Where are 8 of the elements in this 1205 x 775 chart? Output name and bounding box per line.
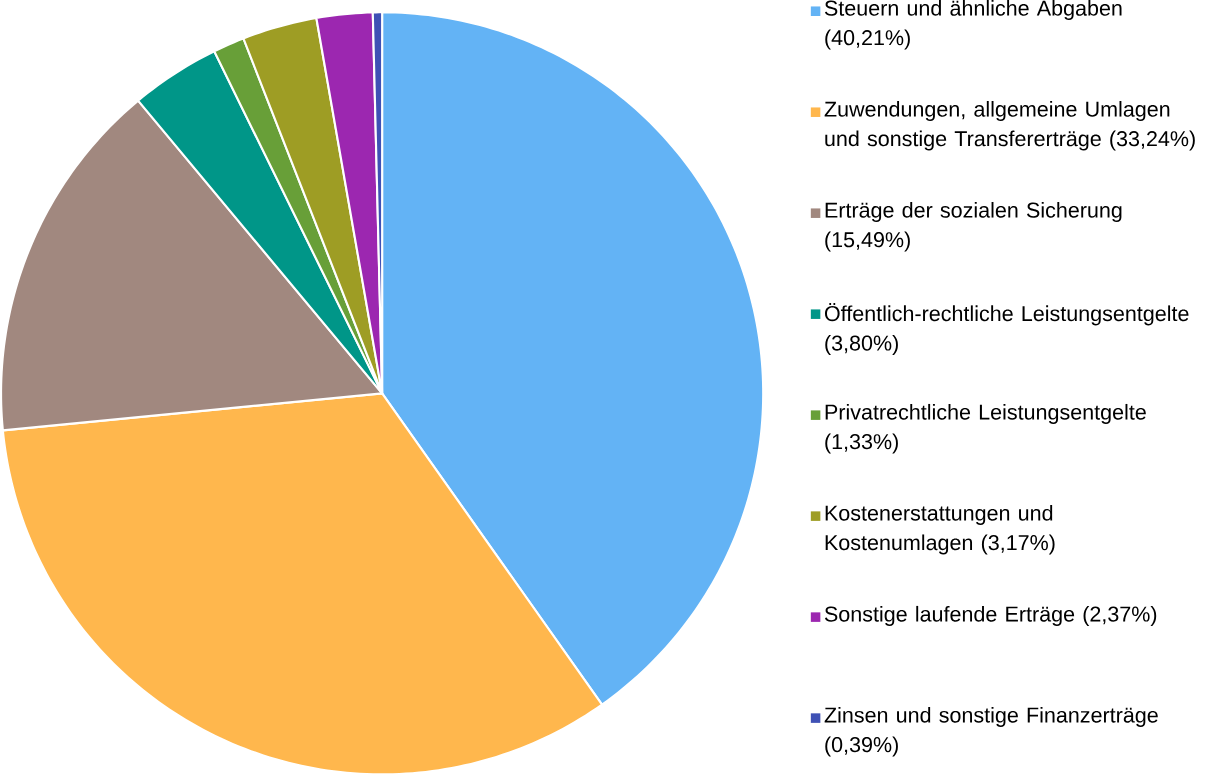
legend-label: Kostenerstattungen und Kostenumlagen (3,17%)	[825, 504, 1055, 555]
legend-label: Zuwendungen, allgemeine Umlagen und sonstige Transfererträge (33,24%)	[824, 100, 1195, 151]
legend-label: Erträge der sozialen Sicherung (15,49%)	[825, 201, 1122, 252]
legend-label: Steuern und ähnliche Abgaben (40,21%)	[824, 0, 1122, 50]
legend-label: Sonstige laufende Erträge (2,37%)	[824, 605, 1157, 626]
legend-label: Privatrechtliche Leistungsentgelte (1,33%)	[825, 403, 1146, 454]
legend-label: Zinsen und sonstige Finanzerträge (0,39%)	[824, 706, 1158, 757]
legend-label: Öffentlich-rechtliche Leistungsentgelte (3,80%)	[824, 302, 1189, 355]
